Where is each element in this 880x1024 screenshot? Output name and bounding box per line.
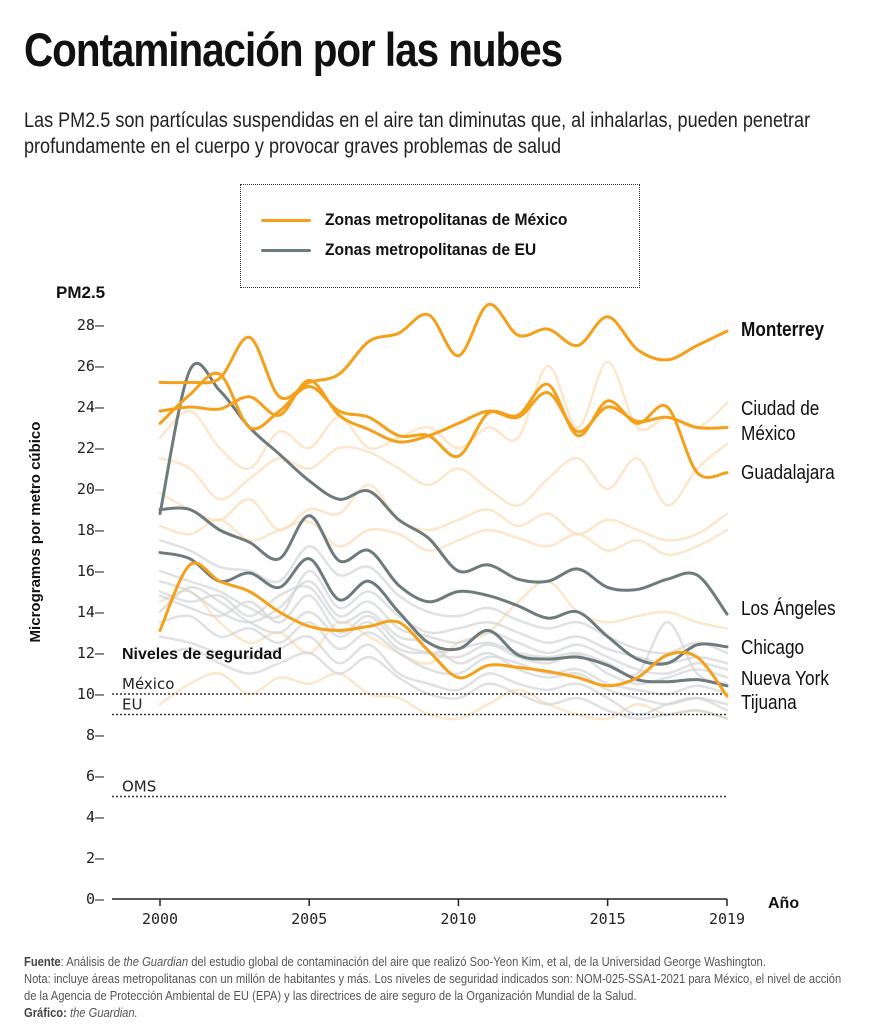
y-tick-label: 10– [77,685,105,703]
x-axis-title: Año [768,895,799,912]
x-tick-label: 2005 [291,910,327,928]
safety-thresholds: Niveles de seguridad México EU OMS [112,646,727,798]
y-tick-label: 6– [86,767,105,785]
source-publication: the Guardian [123,954,189,969]
x-tick-label: 2019 [709,910,745,928]
legend-label-eu: Zonas metropolitanas de EU [325,240,537,259]
series-label-ciudad-de-méxico: México [741,422,795,445]
y-tick-label: 18– [77,521,105,539]
footer: Fuente: Análisis de the Guardian del est… [24,953,850,1021]
y-tick-label: 2– [86,849,105,867]
y-axis-title: Microgramos por metro cúbico [27,422,44,643]
threshold-label: México [122,675,174,693]
series-label-ciudad-de-méxico: Ciudad de [741,397,819,420]
legend-label-mexico: Zonas metropolitanas de México [325,210,568,229]
background-line-eu [158,647,729,720]
chart-title: Contaminación por las nubes [24,23,563,76]
x-tick-label: 2000 [142,910,178,928]
background-line-mexico [158,360,729,471]
y-tick-label: 12– [77,644,105,662]
series-line-chicago [158,506,729,666]
axes: 0– 2– 4– 6– 8– 10– 12– 14– 16– 18– 20– 22– 24– 26– 28–… [27,283,799,928]
y-tick-label: 24– [77,398,105,416]
source-text-pre: : Análisis de [60,954,124,969]
footer-credit: Gráfico: the Guardian. [24,1004,850,1021]
y-tick-label: 28– [77,316,105,334]
series-line-los-ángeles [158,361,729,616]
series-line-guadalajara [158,371,729,479]
background-line-eu [158,580,729,675]
y-tick-label: 22– [77,439,105,457]
legend-swatch-eu [261,248,311,252]
background-line-eu [158,584,729,706]
background-line-mexico [158,442,729,507]
chart-subtitle: Las PM2.5 son partículas suspendidas en … [24,109,811,158]
source-text-post: del estudio global de contaminación del … [188,954,766,969]
threshold-label: EU [122,696,142,714]
graphic-label: Gráfico: [24,1005,67,1020]
series-line-monterrey [158,302,729,400]
footer-source: Fuente: Análisis de the Guardian del est… [24,953,850,970]
background-series [158,360,729,721]
y-tick-label: 0– [86,890,105,908]
legend-item-mexico: Zonas metropolitanas de México [261,207,589,233]
series-label-tijuana: Tijuana [741,691,797,714]
background-line-mexico [158,518,729,556]
y-tick-label: 4– [86,808,105,826]
x-tick-label: 2010 [440,910,476,928]
graphic-credit: the Guardian. [69,1005,138,1020]
series-label-monterrey: Monterrey [741,318,825,341]
background-line-eu [158,614,729,696]
background-line-eu [158,635,729,716]
series-line-tijuana [158,561,729,698]
y-tick-label: 8– [86,726,105,744]
background-line-mexico [158,483,729,542]
legend-item-eu: Zonas metropolitanas de EU [261,237,555,263]
y-tick-label: 16– [77,562,105,580]
thresholds-title: Niveles de seguridad [122,646,282,663]
threshold-label: OMS [122,778,156,796]
series-label-los-ángeles: Los Ángeles [741,597,836,620]
y-tick-label: 14– [77,603,105,621]
y-axis-unit: PM2.5 [56,283,105,302]
series-label-chicago: Chicago [741,636,804,659]
y-tick-label: 26– [77,357,105,375]
legend: Zonas metropolitanas de México Zonas met… [240,184,640,288]
background-line-eu [158,594,729,686]
series-line-ciudad-de-méxico [158,378,729,444]
background-line-eu [158,539,729,655]
highlighted-series [158,302,729,698]
footer-note: Nota: incluye áreas metropolitanas con u… [24,971,842,1003]
series-label-guadalajara: Guadalajara [741,461,835,484]
y-tick-label: 20– [77,480,105,498]
legend-swatch-mexico [261,218,311,222]
series-label-nueva-york: Nueva York [741,667,830,690]
source-label: Fuente [24,954,61,969]
x-tick-label: 2015 [590,910,626,928]
